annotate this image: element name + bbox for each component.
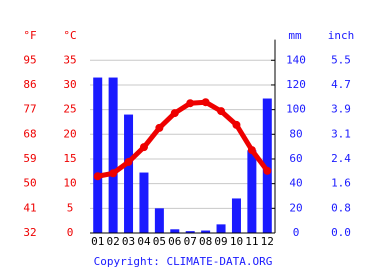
c-tick-label: 10 [63, 177, 76, 190]
inch-tick-label: 2.4 [331, 152, 351, 165]
temperature-point [263, 166, 272, 175]
bar [124, 114, 134, 233]
mm-tick-label: 140 [286, 53, 306, 66]
f-tick-label: 86 [23, 78, 36, 91]
temperature-point [139, 143, 148, 152]
temperature-point [109, 169, 118, 178]
f-axis-label: °F [23, 29, 36, 42]
f-tick-label: 68 [23, 127, 36, 140]
inch-tick-label: 3.1 [331, 127, 351, 140]
temperature-point [170, 109, 179, 118]
mm-tick-label: 0 [293, 226, 300, 239]
bar [262, 98, 272, 234]
mm-tick-label: 20 [289, 201, 302, 214]
bar [216, 224, 226, 233]
c-tick-label: 30 [63, 78, 76, 91]
inch-tick-label: 5.5 [331, 53, 351, 66]
copyright: Copyright: CLIMATE-DATA.ORG [94, 255, 273, 268]
f-tick-label: 77 [23, 103, 36, 116]
inch-tick-label: 1.6 [331, 177, 351, 190]
x-tick-label: 03 [122, 235, 135, 248]
f-tick-label: 59 [23, 152, 36, 165]
bar [247, 150, 257, 233]
mm-tick-label: 120 [286, 78, 306, 91]
temperature-point [155, 123, 164, 132]
bar [231, 198, 241, 233]
mm-axis-label: mm [288, 29, 302, 42]
c-tick-label: 0 [67, 226, 74, 239]
temperature-point [247, 146, 256, 155]
c-tick-label: 25 [63, 103, 76, 116]
x-tick-label: 07 [184, 235, 197, 248]
f-tick-label: 41 [23, 201, 36, 214]
f-tick-label: 50 [23, 177, 36, 190]
inch-tick-label: 3.9 [331, 103, 351, 116]
bar [154, 208, 164, 233]
c-tick-label: 35 [63, 53, 76, 66]
temperature-point [232, 120, 241, 129]
mm-tick-label: 60 [289, 152, 302, 165]
inch-tick-label: 4.7 [331, 78, 351, 91]
mm-tick-label: 100 [286, 103, 306, 116]
mm-tick-label: 40 [289, 177, 302, 190]
temperature-point [186, 99, 195, 108]
c-axis-label: °C [63, 29, 76, 42]
x-tick-label: 09 [214, 235, 227, 248]
x-tick-label: 08 [199, 235, 212, 248]
temperature-point [93, 172, 102, 181]
bar [170, 229, 180, 233]
bar [108, 77, 118, 233]
inch-axis-label: inch [328, 29, 355, 42]
inch-tick-label: 0.0 [331, 226, 351, 239]
c-tick-label: 20 [63, 127, 76, 140]
bar [139, 172, 149, 233]
f-tick-label: 32 [23, 226, 36, 239]
x-tick-label: 05 [153, 235, 166, 248]
temperature-point [201, 98, 210, 107]
x-tick-label: 12 [261, 235, 274, 248]
temperature-line [97, 99, 270, 179]
mm-tick-label: 80 [289, 127, 302, 140]
x-tick-label: 04 [137, 235, 151, 248]
inch-tick-label: 0.8 [331, 201, 351, 214]
bar [201, 230, 211, 233]
x-tick-label: 11 [245, 235, 258, 248]
f-tick-label: 95 [23, 53, 36, 66]
x-tick-label: 06 [168, 235, 181, 248]
temperature-point [217, 107, 226, 116]
x-tick-label: 10 [230, 235, 243, 248]
bar [185, 231, 195, 233]
x-tick-label: 02 [107, 235, 120, 248]
temperature-point [124, 157, 133, 166]
bar [93, 77, 103, 233]
c-tick-label: 5 [67, 201, 74, 214]
x-tick-label: 01 [91, 235, 104, 248]
c-tick-label: 15 [63, 152, 76, 165]
